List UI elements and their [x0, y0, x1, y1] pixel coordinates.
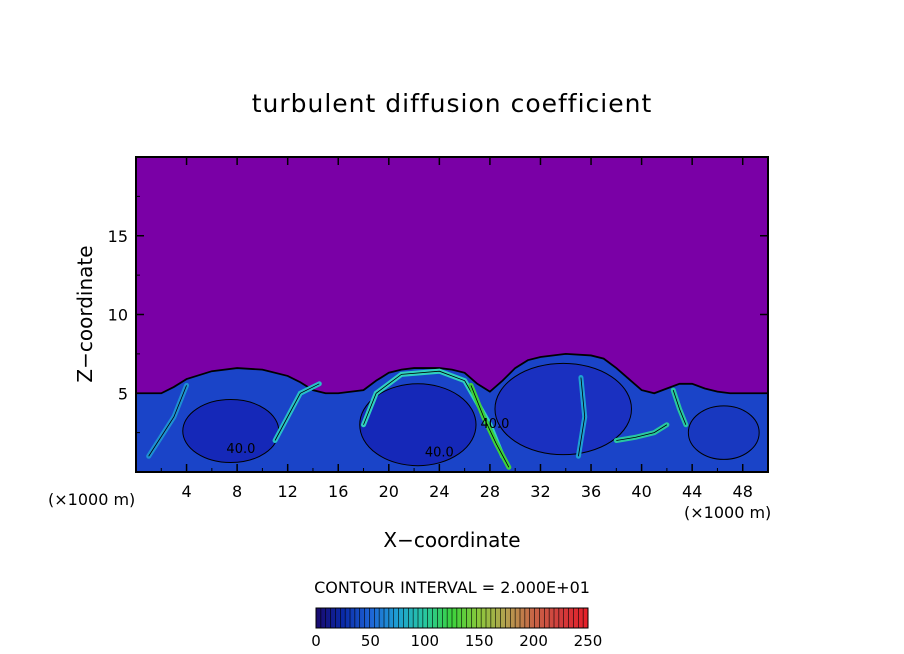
contour-line [470, 385, 510, 468]
eddy-core [494, 362, 632, 456]
x-tick-label: 44 [682, 482, 702, 501]
colorbar-lines [320, 608, 584, 628]
contour-line [148, 385, 187, 457]
contour-label: 40.0 [480, 417, 509, 432]
eddy-core [687, 405, 760, 460]
y-axis-label: Z−coordinate [73, 245, 97, 382]
x-axis-label: X−coordinate [383, 528, 520, 552]
contour-line [578, 377, 586, 457]
x-tick-label: 40 [631, 482, 651, 501]
x-tick-label: 4 [181, 482, 191, 501]
x-tick-label: 16 [328, 482, 348, 501]
colorbar-tick-label: 150 [465, 632, 494, 650]
turbulent-field: 40.0 40.0 40.0 [136, 352, 768, 472]
x-axis-ticks: 4 8 12 16 20 24 28 32 36 40 44 48 [160, 157, 753, 501]
colorbar-tick-label: 200 [519, 632, 548, 650]
colorbar-tick-label: 0 [311, 632, 321, 650]
colorbar: 0 50 100 150 200 250 [311, 607, 602, 650]
contour-interval-label: CONTOUR INTERVAL = 2.000E+01 [314, 578, 590, 597]
colorbar-ticks: 0 50 100 150 200 250 [311, 632, 602, 650]
x-tick-label: 8 [232, 482, 242, 501]
y-tick-label: 10 [108, 306, 128, 325]
x-tick-label: 20 [379, 482, 399, 501]
eddy-core [359, 383, 477, 467]
x-tick-label: 48 [733, 482, 753, 501]
chart-title: turbulent diffusion coefficient [252, 89, 653, 118]
x-tick-label: 28 [480, 482, 500, 501]
x-tick-label: 24 [429, 482, 449, 501]
colorbar-frame [315, 607, 589, 629]
plot-area: 40.0 40.0 40.0 [136, 157, 768, 472]
contour-line [616, 424, 668, 441]
x-tick-label: 32 [530, 482, 550, 501]
colorbar-tick-label: 100 [410, 632, 439, 650]
x-tick-label: 36 [581, 482, 601, 501]
x-unit-label-left: (×1000 m) [48, 490, 135, 509]
x-unit-label-right: (×1000 m) [684, 503, 771, 522]
colorbar-tick-label: 50 [361, 632, 380, 650]
x-tick-label: 12 [278, 482, 298, 501]
y-axis-ticks: 5 10 15 [108, 195, 768, 434]
contour-label: 40.0 [226, 442, 255, 457]
contour-label: 40.0 [425, 445, 454, 460]
contour-line [672, 389, 687, 425]
y-tick-label: 5 [118, 384, 128, 403]
contour-line [274, 383, 320, 441]
colorbar-tick-label: 250 [574, 632, 603, 650]
y-tick-label: 15 [108, 227, 128, 246]
